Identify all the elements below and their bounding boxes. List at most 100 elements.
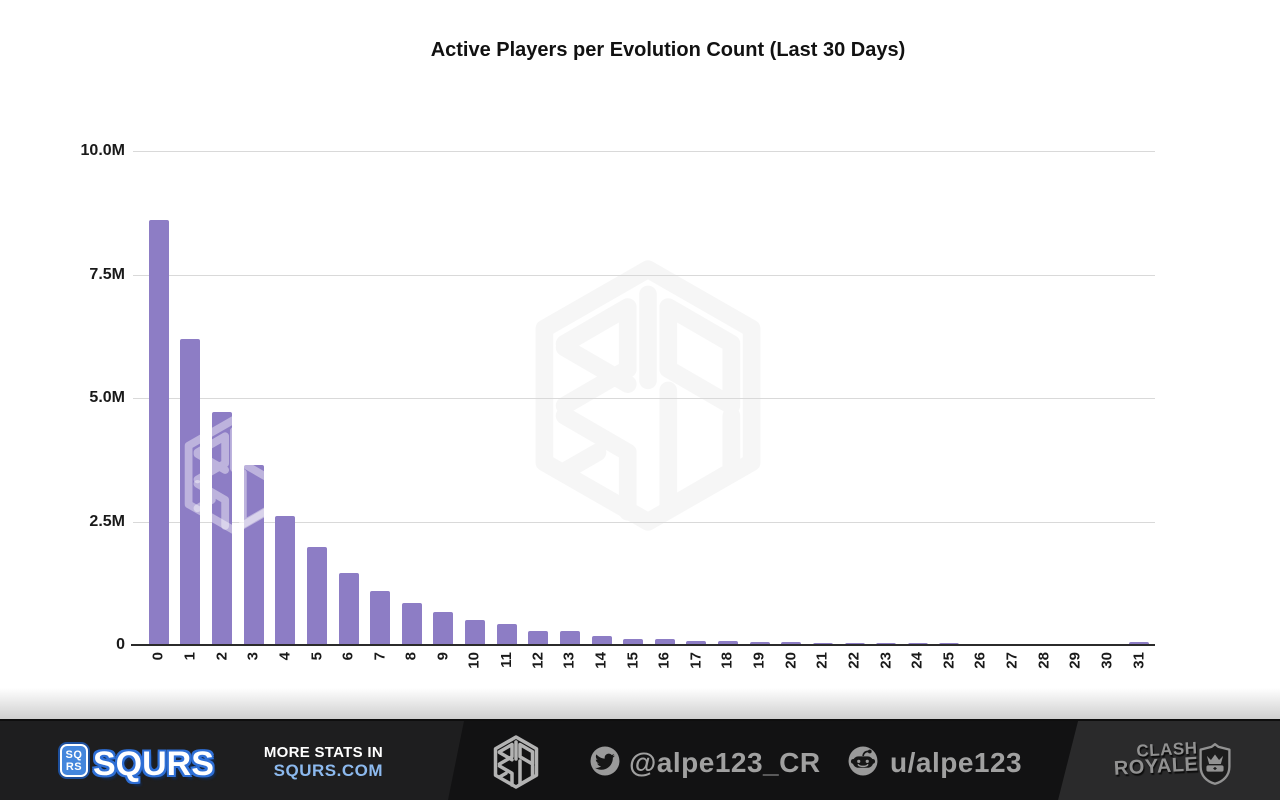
- reddit-handle: u/alpe123: [890, 747, 1023, 778]
- bar: [370, 591, 391, 645]
- y-tick-label: 5.0M: [89, 389, 125, 406]
- bar-slot: 11: [491, 151, 523, 668]
- x-tick-label: 18: [719, 652, 737, 669]
- squrs-wordmark: SQURS: [93, 745, 214, 783]
- squrs-hexagon-watermark-small-icon: [178, 413, 290, 537]
- x-tick-label: 23: [877, 652, 895, 669]
- footer-gradient: [0, 688, 1280, 719]
- hexagon-logo-icon: [491, 734, 541, 790]
- bar-slot: 6: [333, 151, 365, 660]
- bar: [148, 220, 169, 645]
- clash-royale-shield-icon: [1199, 743, 1231, 785]
- bar: [465, 619, 486, 645]
- bar: [559, 631, 580, 645]
- x-tick-label: 3: [244, 652, 262, 661]
- bar-slot: 13: [554, 151, 586, 669]
- bar-slot: 0: [143, 151, 175, 660]
- bar-slot: 21: [807, 151, 839, 669]
- bar: [654, 638, 675, 645]
- twitter-handle: @alpe123_CR: [629, 747, 821, 778]
- x-tick-label: 20: [782, 652, 800, 669]
- bar-slot: 1: [175, 151, 207, 660]
- bar-slot: 18: [712, 151, 744, 669]
- x-tick-label: 13: [560, 652, 578, 669]
- bar: [812, 642, 833, 645]
- gridline: [133, 521, 1155, 523]
- clash-royale-wordmark: CLASH ROYALE: [1099, 738, 1199, 779]
- bar-slot: 8: [396, 151, 428, 660]
- x-tick-label: 8: [402, 652, 420, 661]
- promo-text: MORE STATS IN SQURS.COM: [195, 744, 383, 780]
- y-tick-label: 7.5M: [89, 265, 125, 283]
- bar-slot: 2: [206, 151, 238, 660]
- x-tick-label: 4: [276, 652, 294, 661]
- twitter-icon: [590, 746, 620, 776]
- x-tick-label: 19: [750, 652, 768, 669]
- bar: [275, 515, 296, 645]
- gridline: [133, 274, 1155, 276]
- promo-line1: MORE STATS IN: [263, 744, 383, 761]
- bar-slot: 7: [364, 151, 396, 660]
- reddit-icon: [848, 746, 878, 776]
- bar-slot: 16: [649, 151, 681, 669]
- x-tick-label: 27: [1003, 652, 1021, 669]
- x-tick-label: 22: [845, 652, 863, 669]
- x-tick-label: 28: [1035, 652, 1053, 669]
- x-tick-label: 12: [529, 652, 547, 669]
- bar-slot: 23: [870, 151, 902, 669]
- x-tick-label: 25: [940, 652, 958, 669]
- bar: [781, 642, 802, 645]
- x-tick-label: 6: [339, 652, 357, 661]
- x-tick-label: 15: [624, 652, 642, 669]
- bar-slot: 17: [681, 151, 713, 669]
- bar-slot: 26: [965, 151, 997, 669]
- bar-slot: 5: [301, 151, 333, 660]
- y-tick-label: 0: [116, 636, 125, 653]
- plot-area: 0 2.5M 5.0M 7.5M 10.0M 0 1 2 3 4 5 6 7 8 9 10 11 12 13 14 1…: [81, 142, 1155, 669]
- bar: [528, 630, 549, 645]
- x-tick-label: 7: [371, 652, 389, 661]
- x-tick-label: 11: [497, 652, 515, 668]
- badge-line1: SQ: [65, 748, 83, 761]
- bar: [433, 611, 454, 645]
- x-tick-label: 21: [813, 652, 831, 669]
- bar: [591, 636, 612, 645]
- bar: [306, 547, 327, 645]
- x-tick-label: 10: [466, 652, 484, 669]
- x-tick-label: 14: [592, 652, 610, 669]
- bar: [623, 639, 644, 645]
- x-tick-label: 5: [307, 652, 325, 661]
- x-tick-label: 16: [655, 652, 673, 669]
- bar: [338, 572, 359, 645]
- footer-right-panel: [1058, 721, 1280, 800]
- bar: [718, 640, 739, 645]
- x-axis-line: [131, 644, 1155, 646]
- bar-slot: 24: [902, 151, 934, 669]
- x-tick-label: 1: [181, 652, 199, 661]
- bar-slot: 12: [523, 151, 555, 669]
- bar-slot: 10: [459, 151, 491, 669]
- footer-middle-panel: [448, 721, 1078, 800]
- y-tick-label: 10.0M: [80, 142, 125, 159]
- y-tick-label: 2.5M: [89, 512, 125, 530]
- bar: [401, 603, 422, 645]
- gridline: [133, 398, 1155, 399]
- bar-slot: 22: [839, 151, 871, 669]
- x-tick-label: 30: [1098, 652, 1116, 669]
- bar-slot: 20: [776, 151, 808, 669]
- squrs-badge-icon: SQ RS: [60, 744, 88, 777]
- x-tick-label: 24: [908, 652, 926, 669]
- bar-slot: 30: [1092, 151, 1124, 669]
- bar: [844, 642, 865, 645]
- x-tick-label: 29: [1066, 652, 1084, 669]
- bar-slot: 14: [586, 151, 618, 669]
- bar: [243, 465, 264, 645]
- gridline: [133, 151, 1155, 152]
- bar-slot: 25: [934, 151, 966, 669]
- bars-container: 0 1 2 3 4 5 6 7 8 9 10 11 12 13 14 15 16 17 18 19 20 21 22 23 24…: [133, 151, 1155, 669]
- bar-slot: 31: [1123, 151, 1155, 669]
- bar: [749, 642, 770, 645]
- bar-slot: 4: [270, 151, 302, 660]
- x-tick-label: 0: [149, 652, 167, 661]
- promo-line2-squrs-com: SQURS.COM: [273, 761, 383, 780]
